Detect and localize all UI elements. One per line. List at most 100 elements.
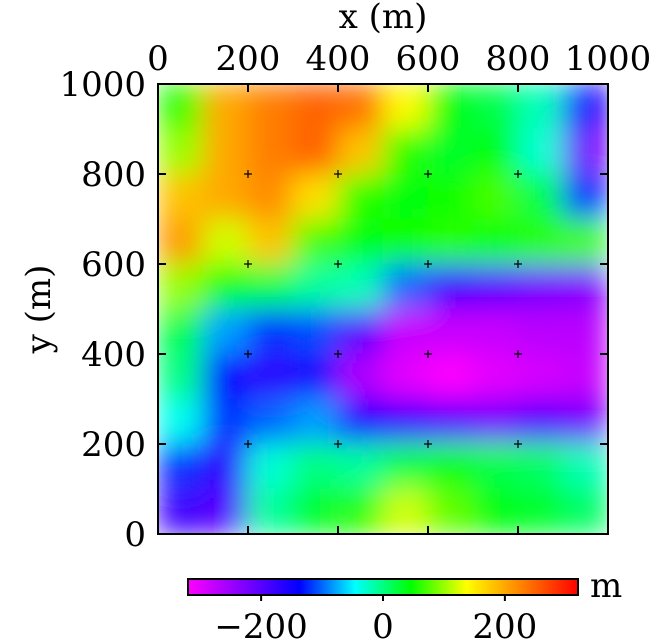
y-tick-label: 600 [81,245,146,285]
colorbar-unit-label: m [590,566,622,606]
y-tick-label: 1000 [59,65,146,105]
heatmap-cell [292,218,339,265]
grid-cross-marker [424,350,432,358]
heatmap-cell [247,488,294,534]
heatmap-cell [292,84,339,130]
grid-cross-marker [334,350,342,358]
heatmap-cell [158,263,204,310]
heatmap-cell [562,173,608,220]
y-tick-label: 200 [81,425,146,465]
heatmap-cell [337,488,384,534]
heatmap-cell [247,84,294,130]
heatmap-cell [337,398,384,445]
grid-cross-marker [514,260,522,268]
heatmap-cell [382,308,429,355]
heatmap-cell [158,353,204,400]
grid-cross-marker [424,170,432,178]
heatmap-cell [202,353,249,400]
heatmap-cell [562,308,608,355]
heatmap-cell [292,488,339,534]
heatmap-cell [382,398,429,445]
heatmap-cell [337,308,384,355]
x-axis-ticks: 0 200 400 600 800 1000 [147,39,651,534]
heatmap-cell [337,84,384,130]
heatmap-cell [382,84,429,130]
heatmap-cell [517,218,564,265]
x-tick-label: 1000 [565,39,652,79]
heatmap-cell [202,488,249,534]
heatmap-cell [158,173,204,220]
heatmap-cell [202,84,249,130]
heatmap-cell [427,173,474,220]
grid-cross-marker [424,260,432,268]
grid-cross-marker [514,440,522,448]
heatmap-cell [382,218,429,265]
heatmap-cell [562,218,608,265]
y-tick-label: 800 [81,155,146,195]
heatmap-cell [517,488,564,534]
grid-cross-marker [244,440,252,448]
heatmap-cell [292,398,339,445]
x-tick-label: 200 [216,39,281,79]
heatmap-cell [158,398,204,445]
heatmap-cell [337,353,384,400]
plot-frame [157,83,609,535]
heatmap-cell [202,443,249,490]
heatmap-cell [292,308,339,355]
heatmap-cell [427,263,474,310]
heatmap-cell [517,443,564,490]
heatmap-cell [202,128,249,175]
grid-cross-marker [334,260,342,268]
grid-cross-marker [244,260,252,268]
heatmap-cell [247,173,294,220]
colorbar-gradient [187,578,579,596]
heatmap-cell [382,488,429,534]
grid-cross-markers [244,170,522,448]
heatmap-cell [427,218,474,265]
heatmap-cell [517,173,564,220]
heatmap-cell [472,443,519,490]
heatmap-cell [292,173,339,220]
y-tick-label: 0 [124,515,146,555]
heatmap-cell [158,84,204,130]
heatmap-cell [472,128,519,175]
y-axis-ticks: 0 200 400 600 800 1000 [59,65,608,555]
heatmap-cell [562,84,608,130]
heatmap-cell [337,173,384,220]
heatmap-cell [472,218,519,265]
colorbar-tick-label: 0 [372,607,394,640]
heatmap-cell [382,173,429,220]
heatmap-cell [247,308,294,355]
heatmap-cell [202,398,249,445]
heatmap-cell [158,128,204,175]
x-tick-label: 400 [306,39,371,79]
heatmap-cell [517,308,564,355]
heatmap-cell [158,488,204,534]
heatmap-cell [247,353,294,400]
heatmap-cell [337,128,384,175]
heatmap-cell [202,263,249,310]
x-tick-label: 600 [396,39,461,79]
grid-cross-marker [244,170,252,178]
colorbar: −200 0 200 m [187,566,622,640]
heatmap-cell [202,308,249,355]
heatmap-cell [472,84,519,130]
heatmap-cell [562,398,608,445]
heatmap-cell [292,353,339,400]
heatmap-cell [517,128,564,175]
heatmap-cells [158,84,608,534]
grid-cross-marker [334,170,342,178]
y-axis-label: y (m) [19,265,59,355]
heatmap-cell [472,173,519,220]
heatmap-cell [562,488,608,534]
heatmap-cell [427,308,474,355]
heatmap-cell [382,263,429,310]
colorbar-tick-label: −200 [214,607,307,640]
heatmap-cell [382,443,429,490]
colorbar-tick-label: 200 [472,607,537,640]
heatmap-cell [247,128,294,175]
heatmap-cell [247,398,294,445]
heatmap-cell [472,488,519,534]
x-tick-label: 800 [486,39,551,79]
